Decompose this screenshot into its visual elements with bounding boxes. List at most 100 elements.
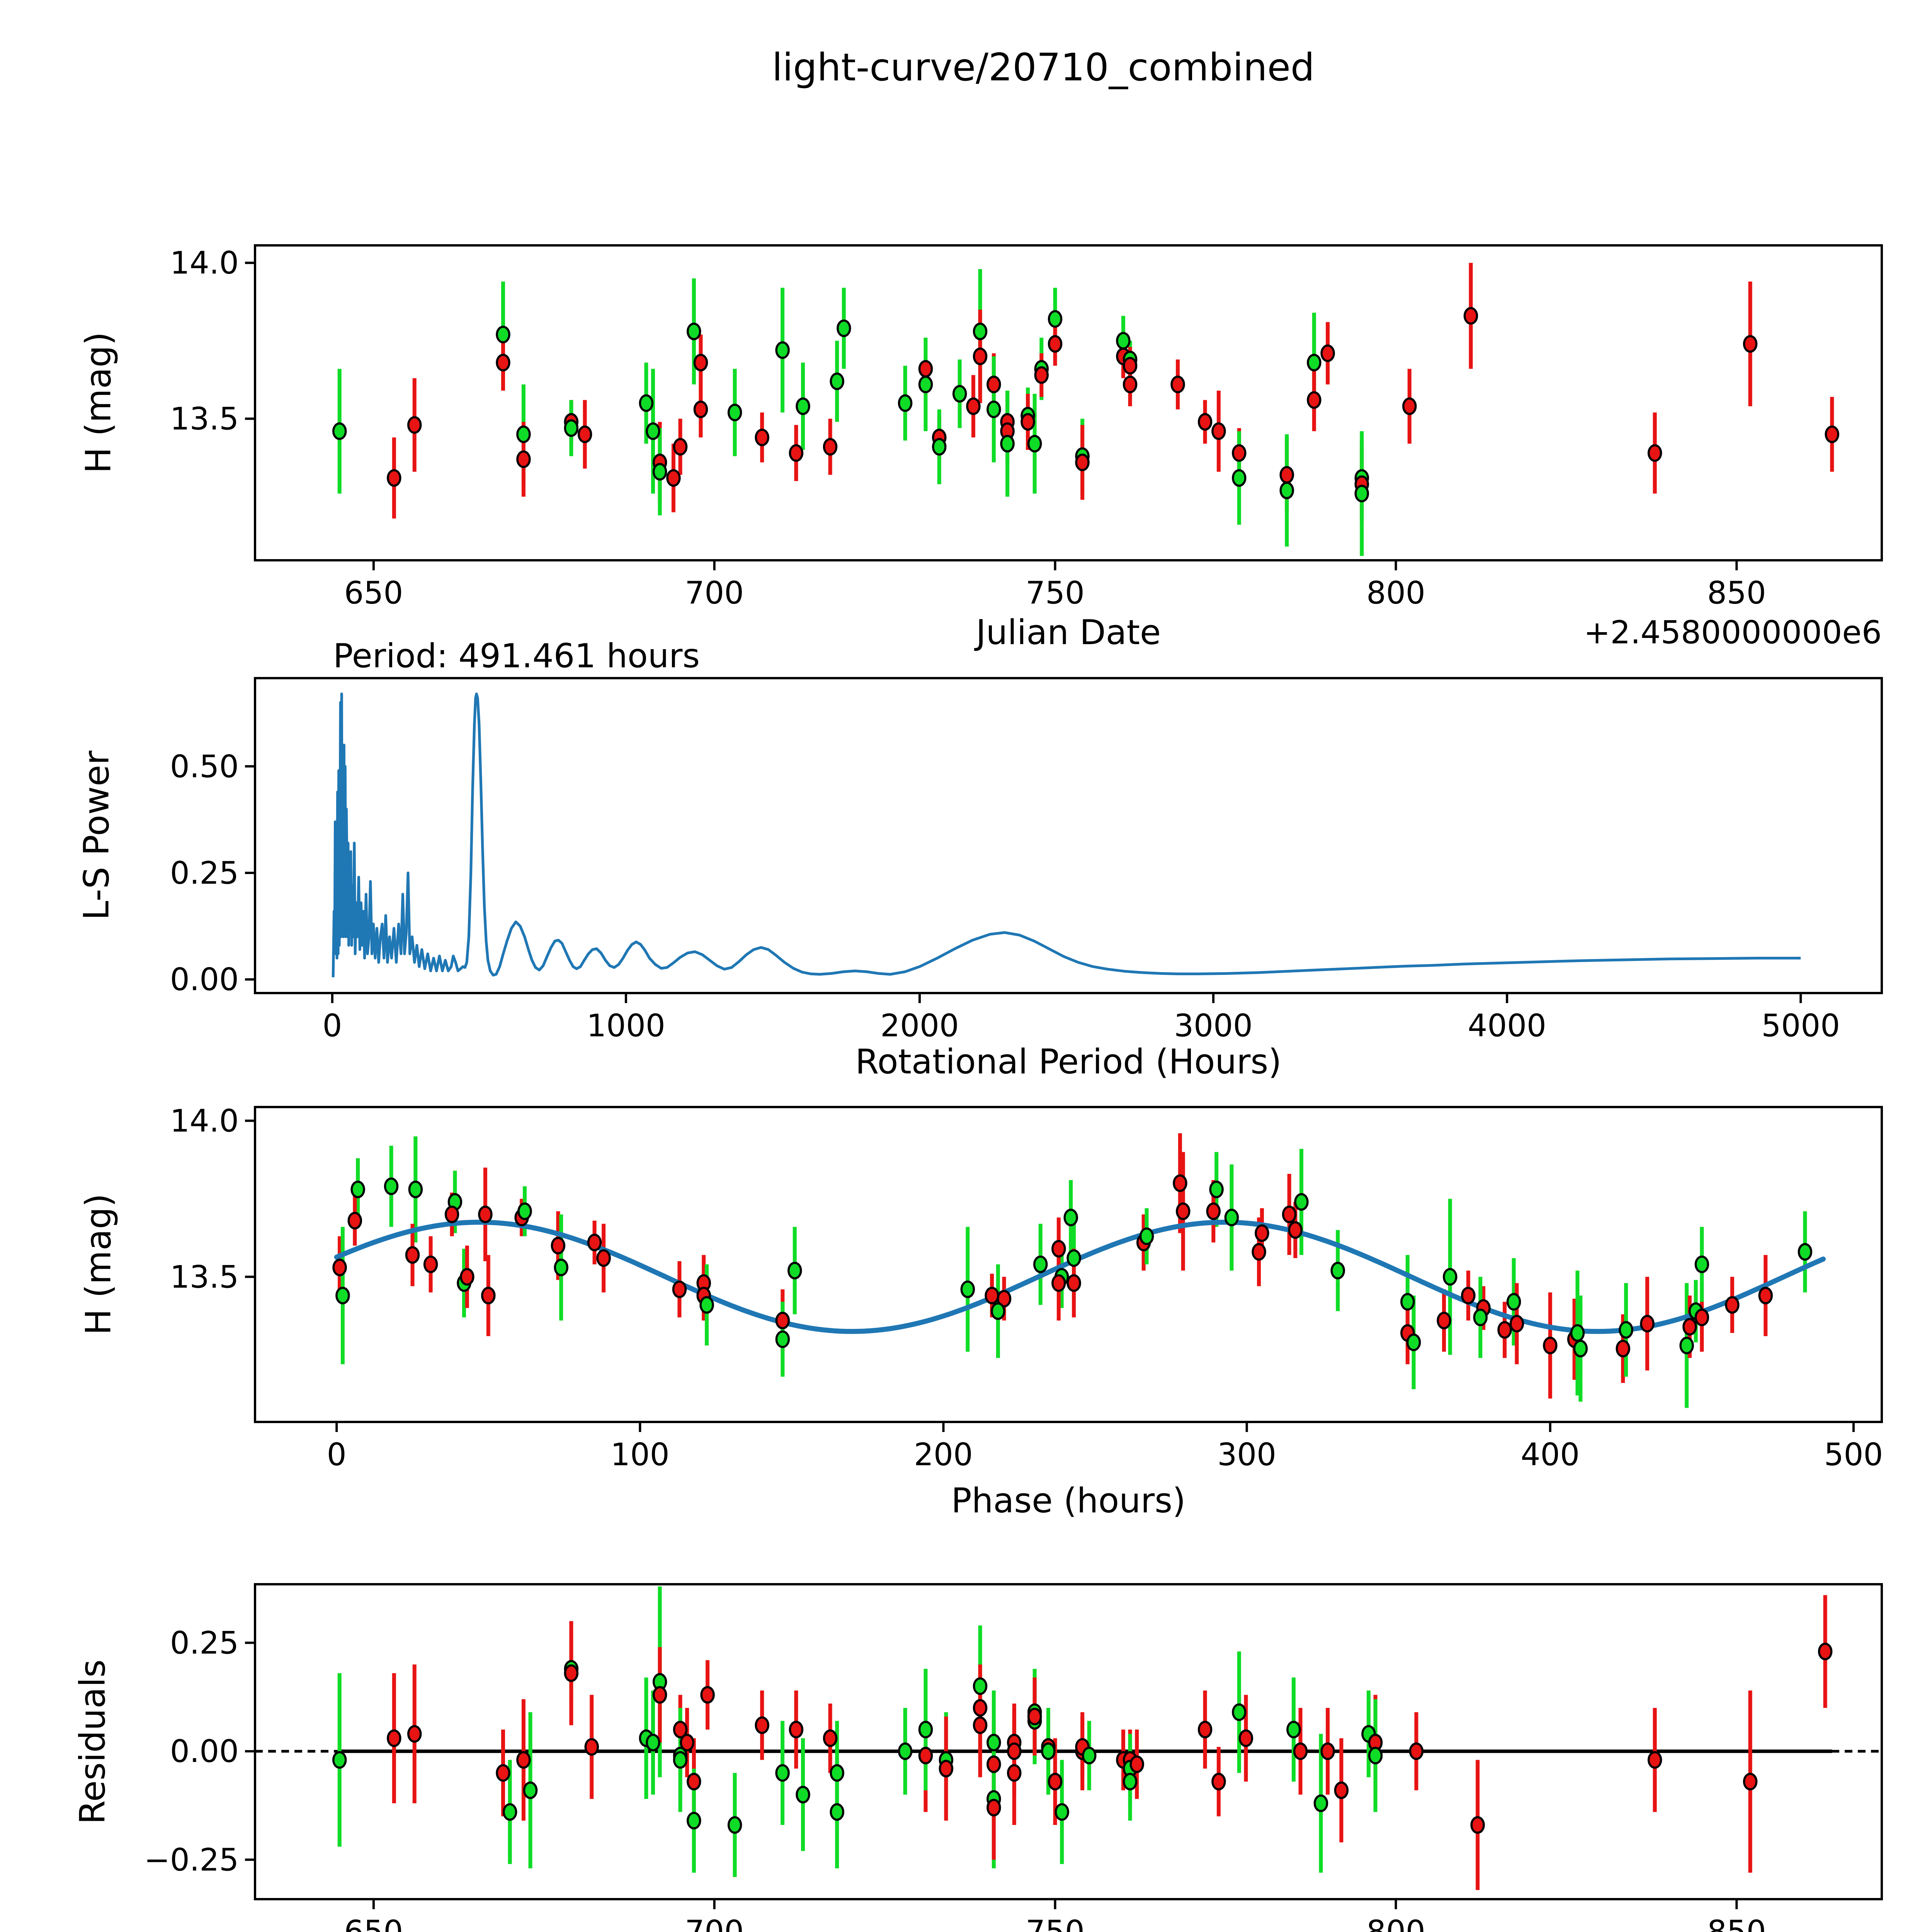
phased-lightcurve-x-tick-label: 500 bbox=[1824, 1437, 1883, 1473]
jd-lightcurve-data-point-marker bbox=[823, 438, 838, 456]
phased-lightcurve-data-point-marker bbox=[1497, 1321, 1512, 1339]
jd-lightcurve-data-point-marker bbox=[986, 400, 1001, 418]
jd-lightcurve-data-point-marker bbox=[837, 319, 851, 337]
residuals-data-point-marker bbox=[830, 1803, 844, 1821]
periodogram-x-tick-label: 3000 bbox=[1174, 1008, 1253, 1044]
periodogram-y-tick-label: 0.50 bbox=[170, 748, 239, 784]
jd-offset-text: +2.4580000000e6 bbox=[1583, 614, 1882, 651]
jd-lightcurve-data-point-marker bbox=[496, 354, 510, 372]
jd-lightcurve-data-point-marker bbox=[1463, 307, 1478, 325]
phased-lightcurve-data-point-marker bbox=[1066, 1274, 1081, 1292]
jd-lightcurve-data-point-marker bbox=[932, 438, 947, 456]
jd-lightcurve-data-point-marker bbox=[666, 469, 681, 487]
jd-lightcurve-data-point-marker bbox=[1116, 332, 1131, 350]
phased-lightcurve-data-point-marker bbox=[1288, 1221, 1303, 1239]
jd-lightcurve-data-point-marker bbox=[1232, 444, 1247, 462]
residuals-data-point-marker bbox=[564, 1664, 579, 1682]
phased-lightcurve-data-point-marker bbox=[985, 1287, 999, 1304]
residuals-data-point-marker bbox=[973, 1716, 988, 1734]
jd-lightcurve-data-point-marker bbox=[1020, 413, 1035, 431]
phased-lightcurve-data-point-marker bbox=[1442, 1268, 1458, 1286]
residuals-data-point-marker bbox=[1470, 1816, 1485, 1834]
jd-lightcurve-data-point-marker bbox=[693, 354, 708, 372]
phased-lightcurve-data-point-marker bbox=[1400, 1293, 1415, 1311]
phased-lightcurve-data-point-marker bbox=[1725, 1296, 1740, 1314]
jd-lightcurve-data-point-marker bbox=[577, 425, 592, 443]
phased-lightcurve-x-tick-label: 200 bbox=[914, 1437, 973, 1473]
phased-lightcurve-data-point-marker bbox=[1570, 1324, 1585, 1342]
jd-lightcurve-data-point-marker bbox=[1027, 435, 1042, 452]
residuals-data-point-marker bbox=[700, 1686, 715, 1704]
jd-lightcurve-data-point-marker bbox=[789, 444, 804, 462]
phased-lightcurve-data-point-marker bbox=[481, 1287, 496, 1304]
jd-lightcurve-data-point-marker bbox=[1122, 376, 1138, 393]
phased-lightcurve-data-point-marker bbox=[1139, 1227, 1154, 1245]
jd-lightcurve-data-point-marker bbox=[966, 397, 981, 415]
jd-lightcurve-data-point-marker bbox=[1170, 376, 1185, 393]
phased-lightcurve-data-point-marker bbox=[775, 1330, 790, 1348]
jd-lightcurve-data-point-marker bbox=[755, 429, 769, 446]
phased-lightcurve-data-point-marker bbox=[787, 1262, 802, 1280]
jd-lightcurve-data-point-marker bbox=[952, 385, 967, 403]
phased-lightcurve-data-point-marker bbox=[332, 1259, 347, 1276]
residuals-data-point-marker bbox=[1320, 1742, 1335, 1760]
residuals-x-tick-label: 750 bbox=[1026, 1914, 1085, 1932]
jd-lightcurve-data-point-marker bbox=[973, 322, 988, 340]
phased-lightcurve-data-point-marker bbox=[1406, 1333, 1421, 1351]
periodogram-x-tick-label: 1000 bbox=[587, 1008, 665, 1044]
residuals-data-point-marker bbox=[502, 1803, 517, 1821]
periodogram-y-tick-label: 0.00 bbox=[170, 962, 239, 998]
residuals-data-point-marker bbox=[1368, 1747, 1383, 1765]
residuals-data-point-marker bbox=[1122, 1773, 1138, 1791]
residuals-data-point-marker bbox=[986, 1733, 1001, 1752]
periodogram-axes-spines bbox=[254, 677, 1883, 994]
phased-lightcurve-data-point-marker bbox=[1509, 1315, 1524, 1333]
jd-lightcurve-data-point-marker bbox=[407, 416, 422, 434]
phased-lightcurve-data-point-marker bbox=[1640, 1315, 1655, 1333]
phased-lightcurve-data-point-marker bbox=[1619, 1321, 1633, 1339]
residuals-data-point-marker bbox=[523, 1781, 538, 1799]
jd-lightcurve-data-point-marker bbox=[1048, 310, 1063, 328]
jd-lightcurve-data-point-marker bbox=[652, 463, 667, 481]
jd-lightcurve-data-point-marker bbox=[1307, 391, 1321, 409]
residuals-data-point-marker bbox=[680, 1733, 694, 1752]
jd-lightcurve-x-tick-label: 750 bbox=[1026, 575, 1085, 611]
jd-lightcurve-data-point-marker bbox=[693, 400, 708, 418]
residuals-data-point-marker bbox=[1007, 1764, 1022, 1782]
residuals-data-point-marker bbox=[1743, 1773, 1758, 1791]
periodogram-y-tick-label: 0.25 bbox=[170, 855, 239, 891]
phased-lightcurve-x-tick-label: 100 bbox=[611, 1437, 670, 1473]
phased-lightcurve-axes-spines bbox=[254, 1106, 1883, 1423]
periodogram-x-tick-label: 2000 bbox=[880, 1008, 959, 1044]
residuals-data-point-marker bbox=[830, 1764, 844, 1782]
phased-lightcurve-data-point-marker bbox=[587, 1233, 602, 1252]
jd-lightcurve-y-tick-label: 13.5 bbox=[170, 401, 239, 437]
phased-lightcurve-data-point-marker bbox=[775, 1311, 790, 1330]
residuals-data-point-marker bbox=[918, 1747, 933, 1765]
jd-lightcurve-data-point-marker bbox=[1197, 413, 1213, 431]
phased-lightcurve-y-tick-label: 14.0 bbox=[170, 1103, 239, 1139]
phased-lightcurve-data-point-marker bbox=[1033, 1255, 1048, 1273]
jd-lightcurve-data-point-marker bbox=[646, 422, 660, 440]
phased-lightcurve-data-point-marker bbox=[672, 1280, 687, 1298]
residuals-data-point-marker bbox=[332, 1751, 347, 1769]
phased-lightcurve-data-point-marker bbox=[1437, 1311, 1451, 1330]
residuals-data-point-marker bbox=[1041, 1742, 1056, 1760]
residuals-data-point-marker bbox=[1197, 1721, 1213, 1738]
phased-lightcurve-data-point-marker bbox=[1255, 1224, 1269, 1242]
period-annotation: Period: 491.461 hours bbox=[333, 637, 700, 675]
phased-lightcurve-data-point-marker bbox=[478, 1206, 493, 1223]
residuals-data-point-marker bbox=[1647, 1751, 1662, 1769]
residuals-x-tick-label: 650 bbox=[344, 1914, 403, 1932]
jd-lightcurve-data-point-marker bbox=[1279, 481, 1294, 499]
residuals-x-tick-label: 700 bbox=[685, 1914, 744, 1932]
residuals-data-point-marker bbox=[796, 1786, 810, 1804]
residuals-data-point-marker bbox=[1211, 1773, 1226, 1791]
residuals-data-point-marker bbox=[407, 1725, 422, 1743]
residuals-data-point-marker bbox=[823, 1729, 838, 1747]
phased-lightcurve-data-point-marker bbox=[1224, 1209, 1239, 1226]
residuals-data-point-marker bbox=[1054, 1803, 1069, 1821]
residuals-data-point-marker bbox=[673, 1751, 688, 1769]
jd-lightcurve-data-point-marker bbox=[1075, 453, 1090, 471]
